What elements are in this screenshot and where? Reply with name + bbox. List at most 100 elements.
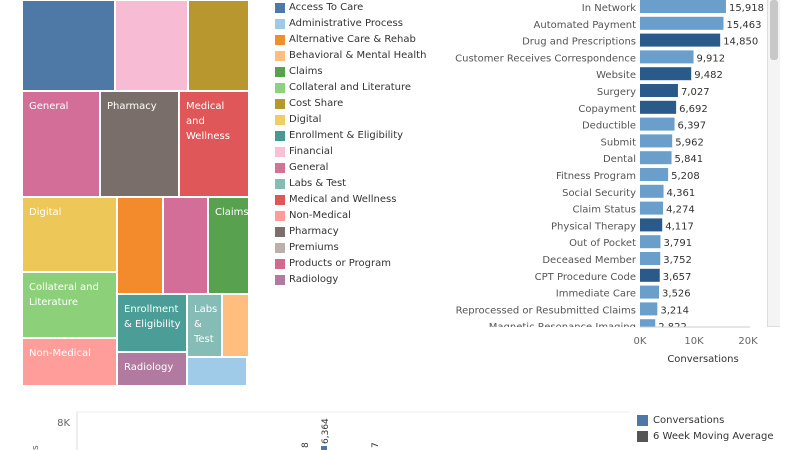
treemap-cell-label: Radiology xyxy=(124,362,174,373)
treemap-cell[interactable] xyxy=(117,197,163,294)
legend-label: Non-Medical xyxy=(289,210,351,221)
bar[interactable] xyxy=(640,67,692,81)
treemap-cell[interactable] xyxy=(163,197,208,294)
bar-value-label: 4,361 xyxy=(667,188,696,199)
y-tick-label: 8K xyxy=(57,418,70,429)
treemap-cell[interactable]: Claims xyxy=(208,197,249,294)
legend-swatch xyxy=(637,415,648,426)
legend-label: Premiums xyxy=(289,242,339,253)
bar[interactable] xyxy=(640,151,672,165)
legend-swatch xyxy=(275,147,285,157)
legend-swatch xyxy=(637,431,648,442)
bar-value-label: 5,962 xyxy=(675,137,704,148)
legend-swatch xyxy=(275,51,285,61)
bar[interactable] xyxy=(640,84,678,97)
bar-value-label: 8 xyxy=(301,442,311,448)
bar[interactable] xyxy=(640,319,656,332)
bar[interactable] xyxy=(640,117,675,131)
bar-value-label: 3,791 xyxy=(663,238,692,249)
bar[interactable] xyxy=(640,252,661,265)
bar[interactable] xyxy=(640,100,677,114)
legend-label: Access To Care xyxy=(289,2,364,13)
legend-label: Alternative Care & Rehab xyxy=(289,34,416,45)
bar[interactable] xyxy=(640,218,663,232)
legend-label: 6 Week Moving Average xyxy=(653,431,774,442)
bar[interactable] xyxy=(321,446,327,450)
legend-swatch xyxy=(275,19,285,29)
treemap-cell[interactable]: Collateral and Literature xyxy=(22,272,117,338)
bar[interactable] xyxy=(640,134,673,148)
bar[interactable] xyxy=(640,268,660,282)
x-axis-title: Conversations xyxy=(667,354,738,365)
x-tick-label: 0K xyxy=(634,336,647,347)
legend-label: Conversations xyxy=(653,415,725,426)
treemap-cell-label: General xyxy=(29,101,69,112)
bar-category-label: Physical Therapy xyxy=(551,221,636,232)
bar-value-label: 14,850 xyxy=(723,37,758,48)
treemap-cell[interactable]: General xyxy=(22,91,100,197)
bar-category-label: Fitness Program xyxy=(556,171,636,182)
scrollbar-thumb[interactable] xyxy=(770,0,778,60)
bar[interactable] xyxy=(640,0,726,13)
treemap-cell-label: Digital xyxy=(29,207,62,218)
trend-chart: 8K s 6,364 8 7 xyxy=(31,411,630,450)
bar-category-label: Drug and Prescriptions xyxy=(522,37,636,48)
bar-value-label: 5,208 xyxy=(671,171,700,182)
bar[interactable] xyxy=(640,235,661,249)
legend-swatch xyxy=(275,83,285,93)
legend-label: Enrollment & Eligibility xyxy=(289,130,404,141)
treemap-cell-label: Non-Medical xyxy=(29,348,91,359)
legend-swatch xyxy=(275,179,285,189)
treemap-cell[interactable]: Radiology xyxy=(117,352,187,386)
bar[interactable] xyxy=(640,201,664,215)
bar-value-label: 15,463 xyxy=(727,20,762,31)
legend-swatch xyxy=(275,115,285,125)
bar-chart-scrollbar[interactable] xyxy=(767,0,780,327)
legend-label: Products or Program xyxy=(289,258,391,269)
legend-swatch xyxy=(275,227,285,237)
legend-label: General xyxy=(289,162,329,173)
legend-swatch xyxy=(275,275,285,285)
bar-category-label: Copayment xyxy=(578,104,636,115)
legend-swatch xyxy=(275,243,285,253)
bar-value-label: 9,912 xyxy=(697,53,726,64)
treemap-cell[interactable] xyxy=(187,357,247,386)
treemap-cell[interactable] xyxy=(22,0,115,91)
bar[interactable] xyxy=(640,302,658,316)
bar-value-label: 4,274 xyxy=(666,205,695,216)
bar-category-label: Immediate Care xyxy=(556,289,636,300)
bar-category-label: Website xyxy=(596,70,636,81)
treemap-cell[interactable]: Digital xyxy=(22,197,117,272)
treemap: General Pharmacy Medical and Wellness Digit… xyxy=(22,0,249,386)
legend-swatch xyxy=(275,131,285,141)
treemap-cell[interactable] xyxy=(115,0,188,91)
legend-swatch xyxy=(275,99,285,109)
bar[interactable] xyxy=(640,184,664,198)
legend-label: Behavioral & Mental Health xyxy=(289,50,427,61)
legend-swatch xyxy=(275,3,285,13)
treemap-cell[interactable]: Enrollment & Eligibility xyxy=(117,294,187,352)
treemap-cell[interactable]: Pharmacy xyxy=(100,91,179,197)
treemap-cell[interactable] xyxy=(188,0,249,91)
treemap-cell[interactable]: Non-Medical xyxy=(22,338,117,386)
treemap-cell[interactable]: Medical and Wellness xyxy=(179,91,249,197)
treemap-cell[interactable] xyxy=(222,294,249,357)
bar-value-label: 3,657 xyxy=(663,272,692,283)
legend-label: Administrative Process xyxy=(289,18,403,29)
bar-category-label: Surgery xyxy=(597,87,636,98)
legend-label: Labs & Test xyxy=(289,178,347,189)
bar[interactable] xyxy=(640,50,694,64)
bar[interactable] xyxy=(640,285,660,299)
bar-value-label: 5,841 xyxy=(675,154,704,165)
bar[interactable] xyxy=(640,33,721,47)
bar-category-label: Automated Payment xyxy=(534,20,637,31)
bar-category-label: Magnetic Resonance Imaging xyxy=(489,322,636,333)
bar[interactable] xyxy=(640,168,669,181)
legend-swatch xyxy=(275,259,285,269)
bar-category-label: Deceased Member xyxy=(542,255,637,266)
bar-value-label: 6,692 xyxy=(679,104,708,115)
legend-label: Claims xyxy=(289,66,323,77)
bar-value-label: 3,214 xyxy=(660,305,689,316)
bar[interactable] xyxy=(640,16,724,30)
treemap-cell[interactable]: Labs & Test xyxy=(187,294,222,357)
